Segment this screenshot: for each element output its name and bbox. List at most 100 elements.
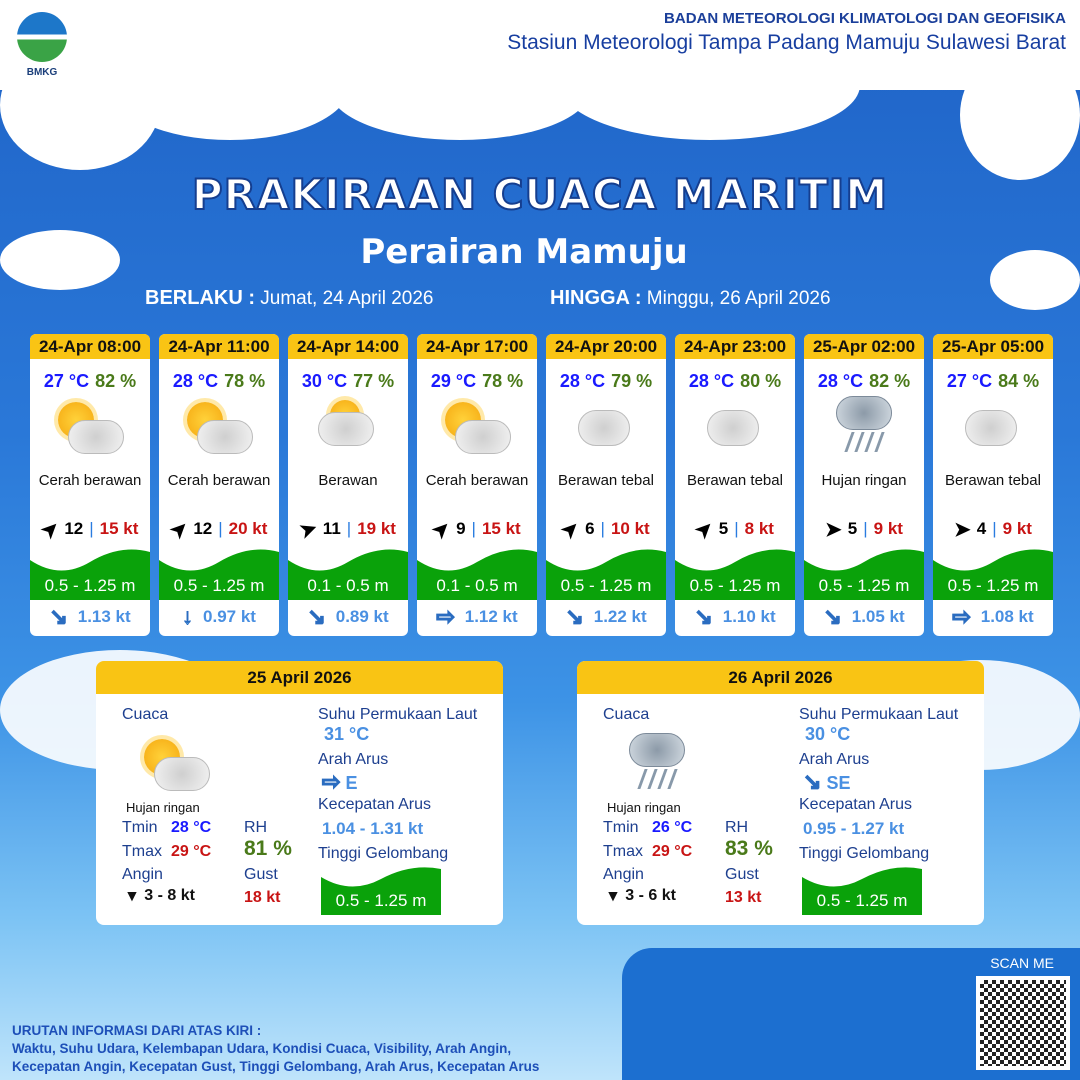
gust-speed: 10 kt	[610, 519, 650, 538]
current-direction-arrow-icon: ⇨	[952, 604, 971, 630]
wind-direction-arrow-icon: ▲	[124, 888, 140, 905]
weather-condition: Cerah berawan	[167, 472, 271, 489]
tmin-value: 26 °C	[652, 819, 693, 836]
rain-cloud-icon	[629, 733, 685, 767]
current-speed-range: 0.95 - 1.27 kt	[803, 819, 905, 838]
weather-condition: Hujan ringan	[126, 800, 200, 815]
gust-speed: 15 kt	[99, 519, 139, 538]
current-direction: ↘ SE	[802, 769, 851, 795]
forecast-card: 25-Apr 02:00 28 °C 82 % Hujan ringan ➤ 5 | 9…	[804, 334, 924, 636]
wind-direction-arrow-icon: ➤	[165, 515, 194, 544]
current-speed: 0.97 kt	[203, 607, 256, 626]
rh-value: 83 %	[725, 837, 773, 860]
weather-icon	[30, 392, 150, 472]
air-temp: 28 °C	[817, 371, 864, 391]
wind-speed: 4	[976, 519, 987, 538]
wind-direction-arrow-icon: ➤	[296, 516, 321, 543]
label-cuaca: Cuaca	[603, 706, 650, 723]
humidity: 84 %	[998, 371, 1040, 391]
rain-cloud-icon	[836, 396, 892, 430]
wave-height: 0.5 - 1.25 m	[30, 548, 150, 600]
daily-date: 25 April 2026	[96, 661, 503, 694]
weather-condition: Berawan tebal	[945, 472, 1041, 489]
rain-drop-icon	[657, 769, 668, 789]
current-speed: 1.12 kt	[464, 607, 518, 626]
weather-condition: Hujan ringan	[607, 800, 681, 815]
label-tmax: Tmax	[603, 843, 643, 860]
wind-speed: 5	[718, 519, 729, 538]
scan-me-label: SCAN ME	[990, 955, 1054, 971]
humidity: 82 %	[95, 371, 137, 391]
forecast-card: 25-Apr 05:00 27 °C 84 % Berawan tebal ➤ 4 |…	[933, 334, 1053, 636]
label-tinggi-gelombang: Tinggi Gelombang	[318, 845, 449, 862]
daily-summary-panel: 26 April 2026 Cuaca Hujan ringan Tmin 26…	[577, 661, 984, 925]
wind-range: ▲ 3 - 6 kt	[605, 887, 676, 905]
forecast-time: 24-Apr 14:00	[288, 334, 408, 359]
label-tmin: Tmin	[603, 819, 639, 836]
cloud-icon	[455, 420, 511, 454]
page-subtitle: Perairan Mamuju	[360, 232, 688, 272]
weather-icon	[933, 392, 1053, 472]
forecast-time: 24-Apr 23:00	[675, 334, 795, 359]
label-kecepatan-arus: Kecepatan Arus	[799, 796, 912, 813]
cloud-icon	[154, 757, 210, 791]
humidity: 77 %	[353, 371, 395, 391]
tmin-value: 28 °C	[171, 819, 212, 836]
forecast-card: 24-Apr 20:00 28 °C 79 % Berawan tebal ➤ 6 |…	[546, 334, 666, 636]
wave-height: 0.5 - 1.25 m	[321, 867, 441, 915]
info-legend: URUTAN INFORMASI DARI ATAS KIRI : Waktu, …	[12, 1023, 540, 1074]
forecast-card: 24-Apr 11:00 28 °C 78 % Cerah berawan ➤ 12…	[159, 334, 279, 636]
weather-condition: Cerah berawan	[38, 472, 142, 489]
cloud-icon	[68, 420, 124, 454]
label-gust: Gust	[725, 866, 759, 883]
cloud-decoration	[560, 30, 860, 140]
current-speed: 1.10 kt	[722, 607, 776, 626]
daily-summary-panel: 25 April 2026 Cuaca Hujan ringan Tmin 28…	[96, 661, 503, 925]
gust-speed: 9 kt	[873, 519, 903, 538]
daily-date: 26 April 2026	[577, 661, 984, 694]
label-cuaca: Cuaca	[122, 706, 169, 723]
weather-condition: Hujan ringan	[821, 472, 907, 489]
forecast-time: 24-Apr 11:00	[159, 334, 279, 359]
cloud-icon	[707, 410, 759, 446]
humidity: 78 %	[224, 371, 266, 391]
sst-value: 31 °C	[324, 724, 370, 744]
cloud-icon	[578, 410, 630, 446]
forecast-time: 24-Apr 20:00	[546, 334, 666, 359]
rh-value: 81 %	[244, 837, 292, 860]
air-temp: 28 °C	[559, 371, 606, 391]
forecast-time: 24-Apr 08:00	[30, 334, 150, 359]
rain-drop-icon	[844, 432, 855, 452]
current-direction: ⇨ E	[321, 769, 358, 795]
humidity: 82 %	[869, 371, 911, 391]
wave-height: 0.5 - 1.25 m	[802, 867, 922, 915]
weather-icon	[159, 392, 279, 472]
current-speed: 1.05 kt	[851, 607, 905, 626]
humidity: 79 %	[611, 371, 653, 391]
wave-height: 0.1 - 0.5 m	[288, 548, 408, 600]
current-direction-arrow-icon: ↘	[49, 604, 68, 630]
forecast-card: 24-Apr 23:00 28 °C 80 % Berawan tebal ➤ 5 |…	[675, 334, 795, 636]
cloud-decoration	[960, 50, 1080, 180]
air-temp: 28 °C	[172, 371, 219, 391]
weather-condition: Berawan tebal	[687, 472, 783, 489]
weather-icon	[597, 729, 697, 799]
current-direction-arrow-icon: ↘	[694, 604, 713, 630]
org-name: BADAN METEOROLOGI KLIMATOLOGI DAN GEOFIS…	[664, 10, 1066, 27]
label-gust: Gust	[244, 866, 278, 883]
forecast-card: 24-Apr 08:00 27 °C 82 % Cerah berawan ➤ 12…	[30, 334, 150, 636]
label-sst: Suhu Permukaan Laut	[799, 706, 959, 723]
valid-to: HINGGA : Minggu, 26 April 2026	[550, 287, 831, 309]
wave-height: 0.5 - 1.25 m	[159, 548, 279, 600]
wind-direction-arrow-icon: ▲	[605, 888, 621, 905]
current-direction-arrow-icon: ⇨	[321, 769, 341, 795]
wind-speed: 12	[193, 519, 213, 538]
wind-direction-arrow-icon: ➤	[36, 515, 65, 544]
weather-condition: Berawan	[318, 472, 378, 489]
qr-code[interactable]	[976, 976, 1070, 1070]
weather-icon	[116, 729, 216, 799]
cloud-decoration	[990, 250, 1080, 310]
wind-range: ▲ 3 - 8 kt	[124, 887, 195, 905]
cloud-icon	[965, 410, 1017, 446]
wind-speed: 9	[456, 519, 466, 538]
